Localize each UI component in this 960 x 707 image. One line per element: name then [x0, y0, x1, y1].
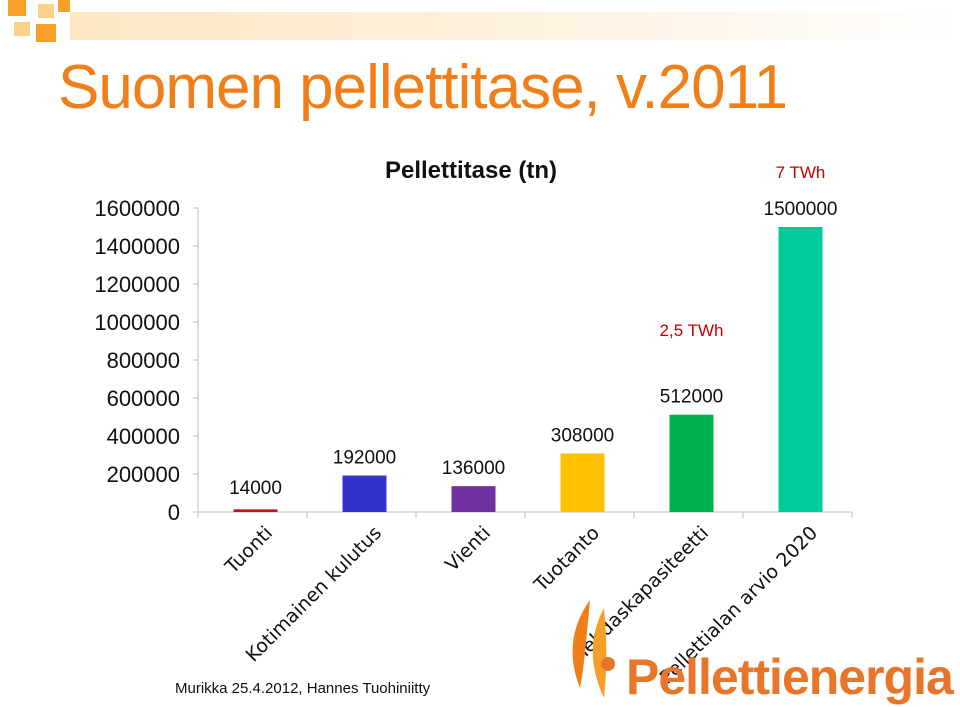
- bars: 14000 192000 136000 308000 512000 1500000: [229, 199, 837, 512]
- annotations: 2,5 TWh 7 TWh: [660, 163, 826, 340]
- y-tick-label: 1400000: [94, 234, 180, 259]
- bar: [342, 475, 387, 512]
- y-tick-label: 1200000: [94, 272, 180, 297]
- y-tick-label: 1000000: [94, 310, 180, 335]
- bar: [451, 486, 496, 512]
- decorative-squares: [8, 0, 70, 42]
- bar: [233, 509, 278, 512]
- annotation-label: 7 TWh: [776, 163, 826, 182]
- slide-title: Suomen pellettitase, v.2011: [58, 53, 788, 122]
- header-band: [70, 12, 960, 40]
- category-label: Tuotanto: [529, 522, 604, 597]
- bar: [669, 414, 714, 512]
- category-label: Vienti: [441, 522, 495, 576]
- y-tick-label: 800000: [107, 348, 180, 373]
- footer-text: Murikka 25.4.2012, Hannes Tuohiniitty: [175, 680, 431, 697]
- data-label: 1500000: [764, 199, 838, 220]
- y-tick-label: 200000: [107, 462, 180, 487]
- data-label: 136000: [442, 458, 505, 479]
- y-tick-label: 1600000: [94, 196, 180, 221]
- y-tick-label: 0: [168, 500, 180, 525]
- chart-title: Pellettitase (tn): [385, 157, 557, 184]
- category-label: Tuonti: [220, 522, 277, 579]
- y-axis: 0 200000 400000 600000 800000 1000000 1200000 1…: [94, 196, 853, 525]
- data-label: 512000: [660, 387, 723, 408]
- data-label: 192000: [333, 448, 396, 469]
- y-tick-label: 600000: [107, 386, 180, 411]
- data-label: 308000: [551, 425, 614, 446]
- bar: [560, 453, 605, 512]
- data-label: 14000: [229, 478, 282, 499]
- pellettienergia-logo: [572, 600, 615, 698]
- bar: [778, 227, 823, 512]
- y-tick-label: 400000: [107, 424, 180, 449]
- annotation-label: 2,5 TWh: [660, 321, 724, 340]
- logo-wordmark: Pelletti­energia: [626, 649, 954, 705]
